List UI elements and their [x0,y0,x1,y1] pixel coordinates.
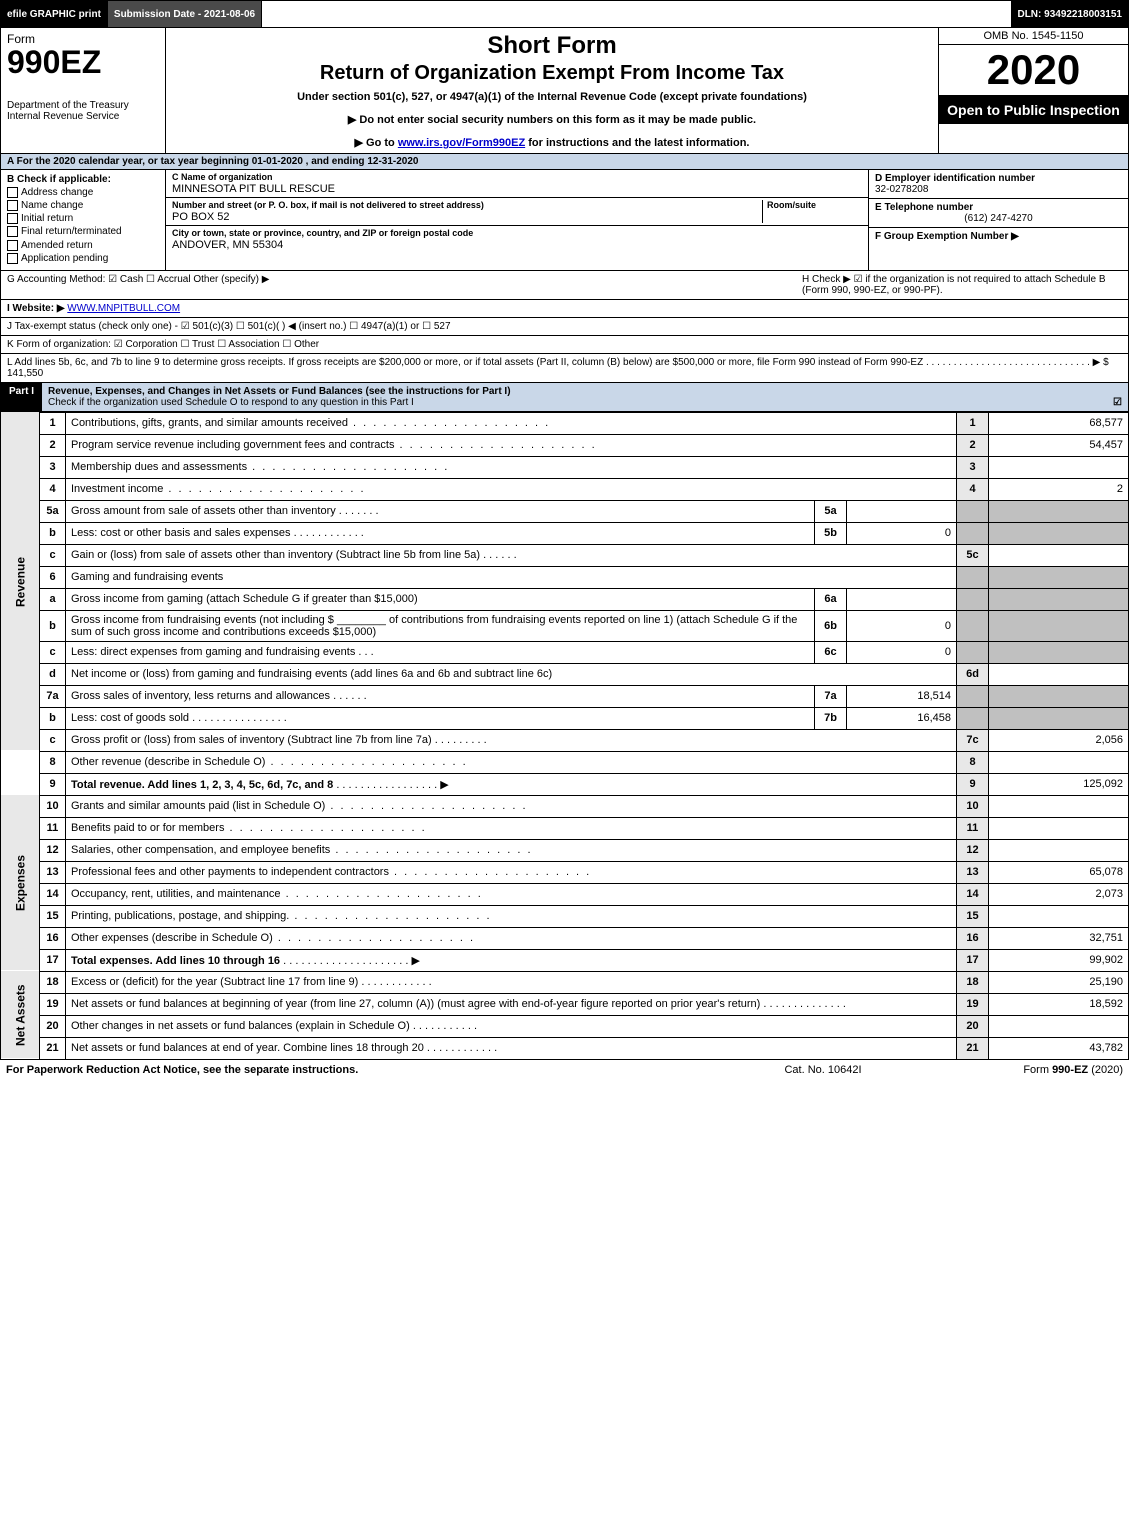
h-schedule-b: H Check ▶ ☑ if the organization is not r… [802,274,1122,296]
efile-label[interactable]: efile GRAPHIC print [1,1,108,27]
addr-label: Number and street (or P. O. box, if mail… [172,200,762,210]
opt-application-pending[interactable]: Application pending [7,253,159,264]
title-return: Return of Organization Exempt From Incom… [174,62,930,85]
part-1-checkbox[interactable]: ☑ [1113,397,1122,408]
opt-amended-return[interactable]: Amended return [7,240,159,251]
amt-13: 65,078 [989,861,1129,883]
header-left: Form 990EZ Department of the Treasury In… [1,28,166,153]
section-b: B Check if applicable: Address change Na… [0,170,1129,271]
amt-16: 32,751 [989,927,1129,949]
opt-address-change[interactable]: Address change [7,187,159,198]
part-1-check-o: Check if the organization used Schedule … [48,397,414,408]
title-short-form: Short Form [174,32,930,60]
subtitle-ssn: ▶ Do not enter social security numbers o… [174,113,930,126]
part-1-label: Part I [1,383,42,411]
amt-9: 125,092 [989,773,1129,795]
website-link[interactable]: WWW.MNPITBULL.COM [67,303,180,314]
amt-6c: 0 [847,641,957,663]
row-k: K Form of organization: ☑ Corporation ☐ … [0,336,1129,354]
top-bar: efile GRAPHIC print Submission Date - 20… [0,0,1129,28]
row-g-h: G Accounting Method: ☑ Cash ☐ Accrual Ot… [0,271,1129,300]
c-name-value: MINNESOTA PIT BULL RESCUE [172,183,862,195]
open-to-public: Open to Public Inspection [939,96,1128,124]
e-phone-value: (612) 247-4270 [875,213,1122,224]
row-a-tax-year: A For the 2020 calendar year, or tax yea… [0,154,1129,170]
tax-year: 2020 [939,45,1128,96]
amt-7c: 2,056 [989,729,1129,751]
row-l: L Add lines 5b, 6c, and 7b to line 9 to … [0,354,1129,383]
right-info: D Employer identification number 32-0278… [868,170,1128,270]
amt-19: 18,592 [989,993,1129,1015]
e-phone-label: E Telephone number [875,202,1122,213]
amt-18: 25,190 [989,971,1129,993]
subtitle-section: Under section 501(c), 527, or 4947(a)(1)… [174,91,930,103]
opt-final-return[interactable]: Final return/terminated [7,226,159,237]
footer-cat-no: Cat. No. 10642I [723,1064,923,1076]
dln-label: DLN: 93492218003151 [1011,1,1128,27]
opt-initial-return[interactable]: Initial return [7,213,159,224]
amt-2: 54,457 [989,434,1129,456]
department: Department of the Treasury [7,100,159,111]
check-if-applicable: B Check if applicable: Address change Na… [1,170,166,270]
amt-1: 68,577 [989,412,1129,434]
irs-link[interactable]: www.irs.gov/Form990EZ [398,137,525,149]
g-accounting: G Accounting Method: ☑ Cash ☐ Accrual Ot… [7,274,802,296]
c-name-label: C Name of organization [172,172,862,182]
form-number: 990EZ [7,46,159,78]
page-footer: For Paperwork Reduction Act Notice, see … [0,1060,1129,1080]
opt-name-change[interactable]: Name change [7,200,159,211]
side-net-assets: Net Assets [1,971,40,1059]
footer-paperwork: For Paperwork Reduction Act Notice, see … [6,1064,723,1076]
side-revenue: Revenue [1,412,40,751]
amt-21: 43,782 [989,1037,1129,1059]
room-label: Room/suite [767,200,862,210]
footer-form-ref: Form 990-EZ (2020) [923,1064,1123,1076]
part-1-header: Part I Revenue, Expenses, and Changes in… [0,383,1129,412]
irs-label: Internal Revenue Service [7,111,159,122]
city-value: ANDOVER, MN 55304 [172,239,862,251]
f-group-label: F Group Exemption Number ▶ [875,231,1122,242]
side-expenses: Expenses [1,795,40,971]
amt-7b: 16,458 [847,707,957,729]
part-1-title: Revenue, Expenses, and Changes in Net As… [48,386,511,397]
row-i: I Website: ▶ WWW.MNPITBULL.COM [0,300,1129,318]
subtitle-goto: ▶ Go to www.irs.gov/Form990EZ for instru… [174,136,930,149]
amt-4: 2 [989,478,1129,500]
amt-7a: 18,514 [847,685,957,707]
header-mid: Short Form Return of Organization Exempt… [166,28,938,153]
row-j: J Tax-exempt status (check only one) - ☑… [0,318,1129,336]
amt-5b: 0 [847,522,957,544]
header-right: OMB No. 1545-1150 2020 Open to Public In… [938,28,1128,153]
lines-table: Revenue 1Contributions, gifts, grants, a… [0,412,1129,1060]
submission-date: Submission Date - 2021-08-06 [108,1,262,27]
amt-17: 99,902 [989,949,1129,971]
amt-6b: 0 [847,610,957,641]
amt-14: 2,073 [989,883,1129,905]
form-header: Form 990EZ Department of the Treasury In… [0,28,1129,154]
d-ein-label: D Employer identification number [875,173,1122,184]
omb-number: OMB No. 1545-1150 [939,28,1128,45]
org-info: C Name of organization MINNESOTA PIT BUL… [166,170,868,270]
city-label: City or town, state or province, country… [172,228,862,238]
d-ein-value: 32-0278208 [875,184,1122,195]
addr-value: PO BOX 52 [172,211,762,223]
